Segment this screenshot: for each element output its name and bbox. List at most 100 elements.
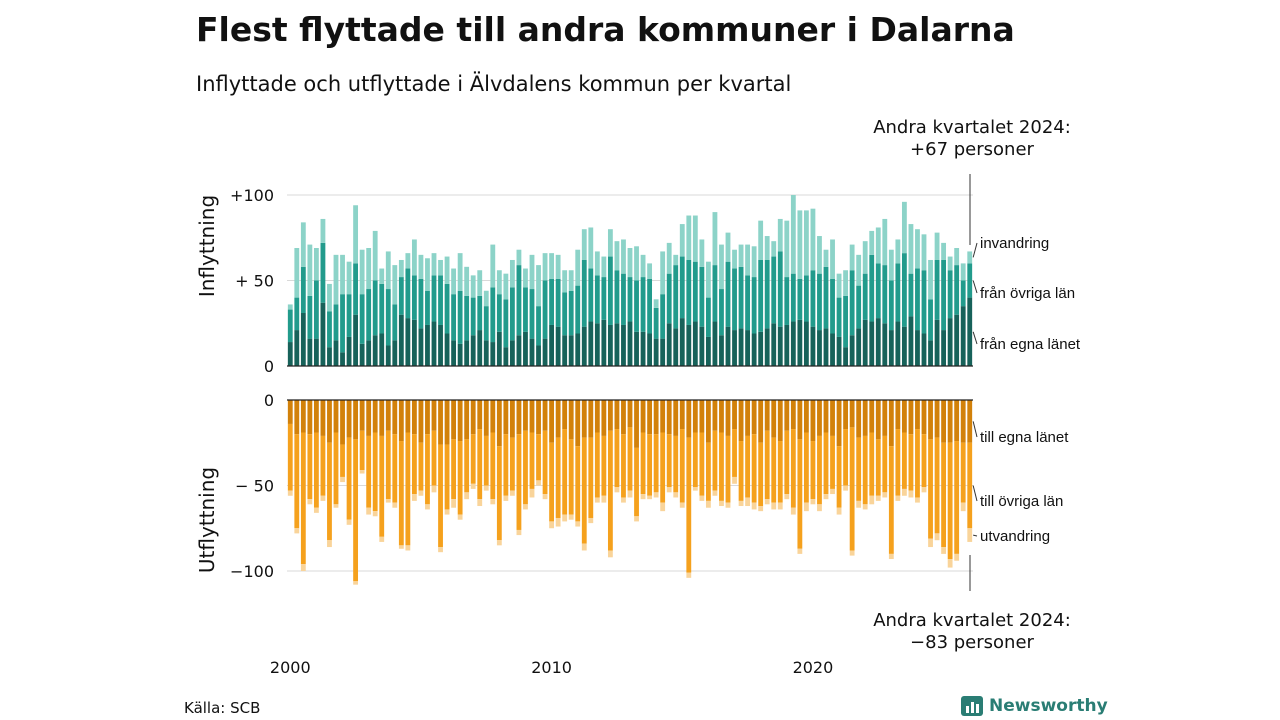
- bar-inflow-0: [496, 331, 502, 366]
- bar-outflow-1: [895, 429, 901, 496]
- bar-inflow-2: [490, 244, 496, 288]
- bar-outflow-1: [719, 432, 724, 501]
- series-label-leader: [973, 534, 978, 537]
- bar-outflow-0: [751, 400, 757, 435]
- bar-outflow-0: [823, 400, 829, 433]
- bar-inflow-2: [431, 253, 437, 276]
- bar-inflow-1: [385, 289, 391, 346]
- bar-outflow-2: [496, 540, 502, 546]
- bar-inflow-2: [333, 254, 339, 305]
- brand-logo-bar: [976, 704, 979, 713]
- bar-inflow-1: [699, 266, 705, 327]
- bar-inflow-2: [509, 259, 515, 288]
- bar-outflow-1: [712, 430, 718, 491]
- bar-inflow-2: [529, 254, 535, 290]
- bar-outflow-0: [405, 400, 411, 433]
- bar-inflow-2: [732, 249, 737, 269]
- bar-inflow-2: [660, 251, 666, 295]
- bar-inflow-1: [333, 304, 339, 341]
- bar-outflow-1: [882, 435, 888, 493]
- bar-inflow-0: [790, 321, 796, 366]
- bar-inflow-2: [705, 261, 711, 298]
- bar-inflow-1: [679, 256, 685, 319]
- bar-inflow-0: [653, 338, 659, 366]
- bar-inflow-0: [294, 330, 300, 366]
- bar-inflow-0: [679, 318, 685, 366]
- bar-inflow-0: [300, 312, 306, 366]
- bar-inflow-0: [640, 331, 646, 366]
- bar-outflow-1: [875, 439, 881, 496]
- bar-outflow-1: [823, 432, 829, 495]
- bar-outflow-1: [960, 442, 966, 503]
- bar-inflow-2: [634, 246, 639, 281]
- bar-outflow-2: [562, 514, 568, 522]
- bar-inflow-1: [803, 275, 809, 322]
- bar-inflow-2: [647, 263, 653, 279]
- bar-inflow-2: [967, 251, 973, 264]
- bar-outflow-2: [830, 488, 835, 495]
- bar-outflow-2: [758, 506, 764, 512]
- bar-inflow-1: [366, 289, 372, 341]
- bar-inflow-0: [810, 326, 816, 366]
- bar-outflow-2: [686, 572, 692, 578]
- bar-inflow-0: [901, 326, 907, 366]
- bar-inflow-1: [398, 277, 404, 315]
- bar-inflow-0: [869, 321, 875, 366]
- bar-outflow-2: [359, 470, 365, 474]
- bar-outflow-0: [954, 400, 960, 442]
- bar-inflow-0: [464, 340, 470, 366]
- bar-outflow-2: [411, 494, 417, 501]
- bar-outflow-1: [287, 423, 293, 491]
- bar-inflow-2: [477, 270, 483, 296]
- annotation-top-line1: Andra kvartalet 2024:: [873, 117, 1071, 138]
- bar-inflow-1: [941, 259, 947, 331]
- bar-outflow-1: [588, 437, 594, 518]
- bar-outflow-2: [340, 476, 345, 483]
- bar-outflow-1: [607, 430, 613, 551]
- bar-outflow-2: [640, 494, 646, 500]
- bar-outflow-0: [653, 400, 659, 435]
- bar-inflow-1: [509, 287, 515, 341]
- bar-inflow-2: [575, 249, 581, 286]
- bar-inflow-0: [686, 324, 692, 366]
- bar-outflow-0: [392, 400, 398, 435]
- bar-inflow-0: [803, 321, 809, 366]
- bar-inflow-2: [679, 224, 685, 257]
- bar-inflow-2: [366, 248, 372, 290]
- bar-inflow-0: [411, 319, 417, 366]
- x-tick-label: 2020: [793, 658, 834, 677]
- bar-inflow-2: [882, 218, 888, 266]
- bar-outflow-2: [699, 495, 705, 501]
- bar-inflow-0: [313, 338, 319, 366]
- bar-outflow-2: [398, 545, 404, 549]
- bar-inflow-1: [875, 263, 881, 319]
- bar-inflow-2: [444, 256, 450, 284]
- bar-inflow-2: [320, 218, 326, 243]
- bar-inflow-1: [764, 259, 770, 329]
- bar-outflow-1: [464, 439, 470, 493]
- bar-outflow-2: [425, 504, 430, 510]
- bar-inflow-2: [307, 244, 313, 296]
- bar-outflow-0: [385, 400, 391, 431]
- bar-outflow-1: [431, 430, 437, 486]
- bar-inflow-1: [392, 304, 398, 341]
- bar-inflow-2: [888, 249, 894, 281]
- bar-outflow-0: [575, 400, 581, 447]
- bar-outflow-1: [803, 432, 809, 503]
- bar-outflow-0: [901, 400, 907, 433]
- bar-inflow-2: [562, 270, 568, 293]
- bar-outflow-0: [529, 400, 535, 433]
- bar-inflow-1: [411, 275, 417, 320]
- bar-inflow-1: [725, 261, 731, 327]
- bar-inflow-1: [817, 273, 822, 331]
- bar-inflow-2: [725, 232, 731, 262]
- bar-inflow-2: [921, 234, 927, 271]
- bar-inflow-1: [915, 268, 920, 331]
- bar-outflow-2: [771, 502, 777, 510]
- bar-outflow-1: [536, 434, 541, 481]
- bar-outflow-0: [287, 400, 293, 424]
- bar-inflow-1: [908, 273, 914, 317]
- bar-inflow-2: [594, 251, 600, 276]
- bar-inflow-2: [692, 215, 698, 262]
- bar-inflow-1: [588, 268, 594, 322]
